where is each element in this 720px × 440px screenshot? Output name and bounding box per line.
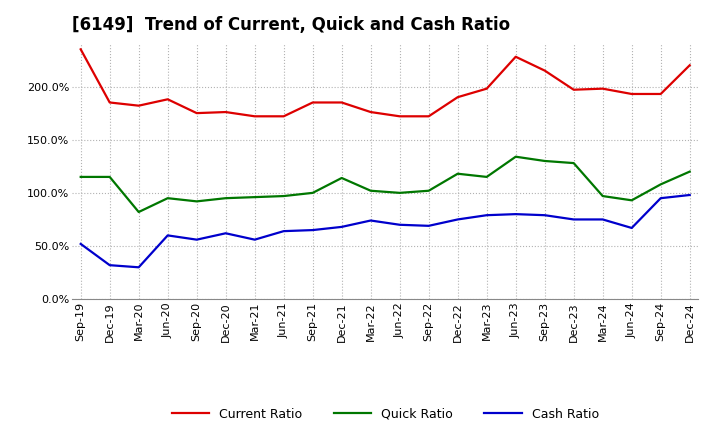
- Cash Ratio: [541, 213, 549, 218]
- Quick Ratio: [598, 194, 607, 199]
- Legend: Current Ratio, Quick Ratio, Cash Ratio: Current Ratio, Quick Ratio, Cash Ratio: [167, 403, 603, 425]
- Line: Cash Ratio: Cash Ratio: [81, 195, 690, 268]
- Current Ratio: [424, 114, 433, 119]
- Quick Ratio: [76, 174, 85, 180]
- Current Ratio: [511, 54, 520, 59]
- Text: [6149]  Trend of Current, Quick and Cash Ratio: [6149] Trend of Current, Quick and Cash …: [72, 16, 510, 34]
- Current Ratio: [192, 110, 201, 116]
- Cash Ratio: [424, 223, 433, 228]
- Current Ratio: [221, 110, 230, 115]
- Current Ratio: [657, 92, 665, 97]
- Cash Ratio: [366, 218, 375, 223]
- Current Ratio: [163, 97, 172, 102]
- Cash Ratio: [135, 265, 143, 270]
- Current Ratio: [76, 47, 85, 52]
- Cash Ratio: [627, 225, 636, 231]
- Cash Ratio: [221, 231, 230, 236]
- Line: Current Ratio: Current Ratio: [81, 49, 690, 116]
- Cash Ratio: [454, 217, 462, 222]
- Current Ratio: [570, 87, 578, 92]
- Quick Ratio: [627, 198, 636, 203]
- Current Ratio: [598, 86, 607, 92]
- Cash Ratio: [163, 233, 172, 238]
- Quick Ratio: [395, 190, 404, 195]
- Quick Ratio: [338, 175, 346, 180]
- Current Ratio: [627, 92, 636, 97]
- Quick Ratio: [279, 194, 288, 199]
- Quick Ratio: [251, 194, 259, 200]
- Current Ratio: [482, 86, 491, 92]
- Quick Ratio: [482, 174, 491, 180]
- Quick Ratio: [163, 195, 172, 201]
- Quick Ratio: [105, 174, 114, 180]
- Current Ratio: [279, 114, 288, 119]
- Current Ratio: [338, 100, 346, 105]
- Quick Ratio: [192, 199, 201, 204]
- Current Ratio: [454, 95, 462, 100]
- Cash Ratio: [395, 222, 404, 227]
- Cash Ratio: [251, 237, 259, 242]
- Cash Ratio: [598, 217, 607, 222]
- Cash Ratio: [308, 227, 317, 233]
- Cash Ratio: [279, 228, 288, 234]
- Quick Ratio: [308, 190, 317, 195]
- Quick Ratio: [135, 209, 143, 215]
- Quick Ratio: [541, 158, 549, 164]
- Current Ratio: [366, 110, 375, 115]
- Quick Ratio: [570, 161, 578, 166]
- Cash Ratio: [482, 213, 491, 218]
- Quick Ratio: [511, 154, 520, 159]
- Cash Ratio: [76, 241, 85, 246]
- Current Ratio: [685, 62, 694, 68]
- Line: Quick Ratio: Quick Ratio: [81, 157, 690, 212]
- Cash Ratio: [338, 224, 346, 230]
- Quick Ratio: [366, 188, 375, 194]
- Cash Ratio: [570, 217, 578, 222]
- Quick Ratio: [657, 182, 665, 187]
- Quick Ratio: [685, 169, 694, 174]
- Cash Ratio: [105, 263, 114, 268]
- Current Ratio: [541, 68, 549, 73]
- Current Ratio: [308, 100, 317, 105]
- Current Ratio: [251, 114, 259, 119]
- Quick Ratio: [221, 195, 230, 201]
- Cash Ratio: [657, 195, 665, 201]
- Quick Ratio: [454, 171, 462, 176]
- Current Ratio: [105, 100, 114, 105]
- Cash Ratio: [685, 192, 694, 198]
- Current Ratio: [395, 114, 404, 119]
- Quick Ratio: [424, 188, 433, 194]
- Current Ratio: [135, 103, 143, 108]
- Cash Ratio: [511, 212, 520, 217]
- Cash Ratio: [192, 237, 201, 242]
